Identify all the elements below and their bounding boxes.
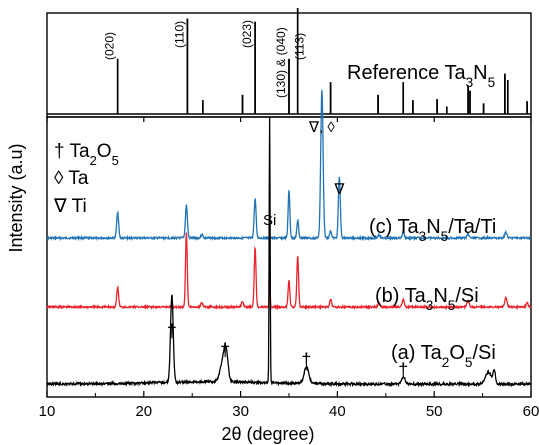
y-axis-title: Intensity (a.u): [6, 143, 26, 252]
legend-entry: ∇ Ti: [53, 196, 87, 217]
x-axis-ticks: 10 20 30 40 50 60: [39, 117, 539, 420]
reference-panel: Reference Ta3N5 (020) (110) (023) (130) & (0…: [46, 8, 532, 118]
reference-label: Reference Ta3N5: [347, 62, 495, 90]
main-panel: (c) Ta3N5/Ta/Ti(b) Ta3N5/Si(a) Ta2O5/Si†…: [46, 89, 532, 398]
x-tick-label: 10: [39, 403, 56, 420]
series-b-label: (b) Ta3N5/Si: [375, 285, 479, 313]
peak-marker: ∇, ◊: [308, 119, 335, 136]
series-a-line: [46, 117, 532, 388]
legend-entry: † Ta2O5: [54, 141, 119, 168]
peak-marker: †: [220, 340, 230, 360]
hkl-label: (023): [240, 20, 254, 48]
peak-marker: Si: [263, 212, 276, 229]
hkl-label: (020): [103, 32, 117, 60]
series-a-label: (a) Ta2O5/Si: [391, 342, 496, 370]
legend-entry: ◊ Ta: [54, 168, 89, 189]
series-c-label: (c) Ta3N5/Ta/Ti: [369, 216, 496, 244]
peak-marker: †: [301, 350, 311, 370]
hkl-label: (110): [172, 21, 186, 48]
x-tick-label: 50: [426, 403, 443, 420]
hkl-label: (113): [292, 33, 306, 60]
peak-marker: ∇: [333, 181, 345, 198]
series-c-line: [46, 89, 532, 242]
peak-marker: †: [167, 321, 177, 341]
peak-marker: †: [398, 360, 408, 380]
x-axis-title: 2θ (degree): [221, 424, 314, 444]
x-tick-label: 20: [135, 403, 152, 420]
x-tick-label: 30: [232, 403, 249, 420]
x-tick-label: 40: [329, 403, 346, 420]
series-b-line: [46, 232, 532, 311]
x-tick-label: 60: [523, 403, 539, 420]
hkl-label: (130) & (040): [274, 27, 288, 98]
